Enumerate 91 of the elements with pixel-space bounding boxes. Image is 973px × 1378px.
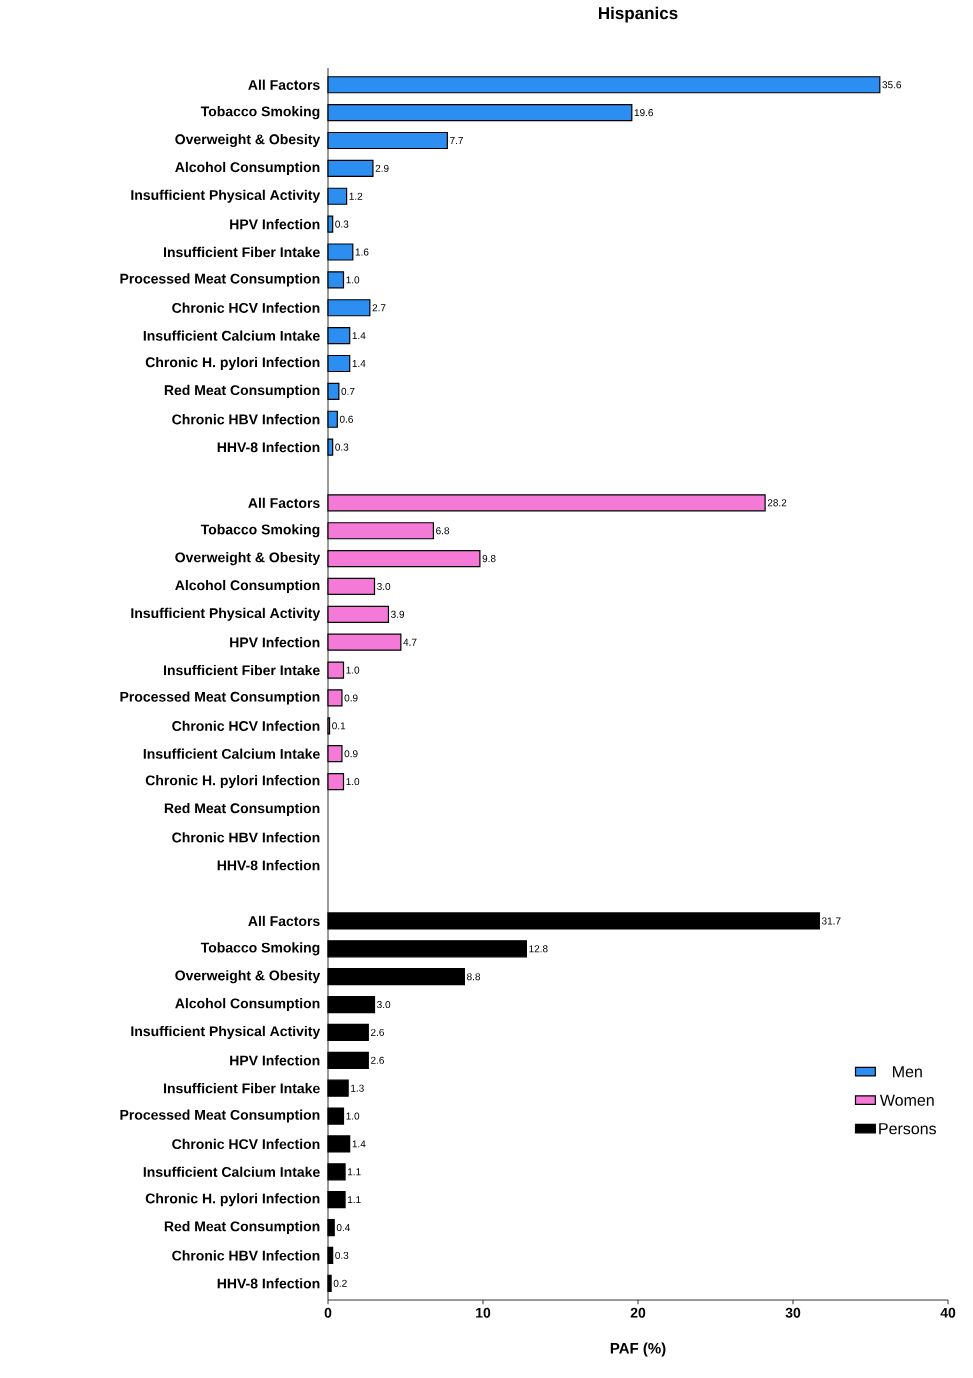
data-label: 6.8 [436, 527, 450, 535]
data-label: 1.0 [346, 1112, 360, 1120]
y-tick-label: Chronic HBV Infection [172, 414, 320, 425]
y-tick-label: Insufficient Fiber Intake [164, 664, 320, 676]
y-tick-label: HHV-8 Infection [217, 860, 320, 871]
data-label: 1.6 [355, 248, 369, 256]
x-tick-label: 20 [630, 1307, 646, 1318]
y-tick-label: Insufficient Calcium Intake [143, 330, 320, 341]
data-label: 0.9 [344, 750, 358, 758]
data-label: 3.0 [377, 582, 391, 591]
data-label: 8.8 [467, 973, 481, 981]
y-tick-label: HHV-8 Infection [217, 441, 320, 453]
y-tick-label: Alcohol Consumption [175, 579, 320, 593]
y-tick-label: Chronic HCV Infection [172, 720, 320, 731]
data-label: 19.6 [634, 109, 654, 117]
y-tick-label: Red Meat Consumption [164, 1221, 320, 1235]
data-label: 2.7 [372, 304, 386, 312]
y-tick-label: Chronic HCV Infection [172, 302, 320, 313]
x-axis-title: PAF (%) [610, 1342, 666, 1357]
data-label: 2.9 [375, 164, 389, 172]
data-label: 31.7 [821, 917, 841, 925]
y-tick-label: Overweight & Obesity [175, 970, 321, 984]
legend-label: Women [879, 1094, 934, 1106]
y-tick-label: Insufficient Physical Activity [131, 607, 321, 621]
data-label: 1.0 [346, 276, 360, 284]
data-label: 4.7 [403, 638, 417, 646]
data-label: 0.1 [332, 722, 346, 730]
data-label: 2.6 [371, 1056, 384, 1064]
y-tick-label: Tobacco Smoking [200, 942, 320, 956]
y-tick-label: Insufficient Calcium Intake [143, 748, 320, 759]
y-tick-label: All Factors [248, 915, 320, 927]
y-tick-label: HPV Infection [230, 1055, 320, 1066]
y-tick-label: Chronic H. pylori Infection [145, 1193, 320, 1207]
data-label: 0.4 [336, 1224, 351, 1232]
y-tick-label: Tobacco Smoking [200, 524, 320, 538]
y-tick-label: Chronic H. pylori Infection [145, 356, 320, 371]
y-tick-label: Chronic HCV Infection [172, 1138, 320, 1150]
y-tick-label: Chronic H. pylori Infection [145, 775, 320, 789]
data-label: 1.4 [352, 360, 366, 367]
y-tick-label: Insufficient Fiber Intake [164, 1083, 320, 1094]
data-label: 7.7 [450, 137, 463, 144]
data-label: 1.1 [348, 1168, 361, 1176]
y-tick-label: Overweight & Obesity [175, 552, 321, 566]
y-tick-label: HPV Infection [230, 637, 320, 648]
y-tick-label: HPV Infection [230, 218, 320, 230]
y-tick-label: Tobacco Smoking [200, 106, 320, 120]
y-tick-label: Insufficient Fiber Intake [164, 246, 320, 258]
data-label: 0.7 [341, 387, 355, 395]
y-tick-label: Red Meat Consumption [164, 802, 320, 816]
y-tick-label: Insufficient Physical Activity [131, 1025, 321, 1039]
data-label: 1.3 [351, 1084, 364, 1092]
x-tick-label: 10 [476, 1307, 491, 1318]
y-tick-label: Alcohol Consumption [175, 998, 320, 1012]
chart-title: Hispanics [598, 6, 678, 23]
x-tick-label: 40 [940, 1307, 956, 1318]
y-tick-label: All Factors [248, 79, 320, 90]
data-label: 0.6 [339, 415, 353, 423]
y-tick-label: Chronic HBV Infection [172, 832, 320, 843]
y-tick-label: Insufficient Calcium Intake [143, 1166, 320, 1177]
data-label: 3.9 [391, 610, 405, 618]
y-tick-label: Processed Meat Consumption [120, 691, 320, 705]
data-label: 1.4 [352, 332, 366, 340]
data-label: 1.4 [352, 1140, 366, 1148]
data-label: 1.1 [348, 1196, 361, 1204]
legend-label: Men [893, 1066, 922, 1078]
y-tick-label: Red Meat Consumption [164, 384, 320, 398]
data-label: 0.3 [335, 1251, 349, 1259]
x-tick-label: 30 [785, 1307, 801, 1318]
data-label: 1.0 [346, 666, 360, 674]
y-tick-label: HHV-8 Infection [217, 1278, 320, 1289]
data-label: 0.3 [335, 443, 349, 451]
data-label: 0.2 [333, 1279, 347, 1287]
y-tick-label: Overweight & Obesity [175, 133, 321, 148]
data-label: 28.2 [767, 499, 787, 507]
data-label: 3.0 [377, 1001, 391, 1009]
y-tick-label: Processed Meat Consumption [120, 273, 320, 287]
y-tick-label: Chronic HBV Infection [172, 1250, 320, 1261]
y-tick-label: All Factors [248, 497, 320, 508]
data-label: 9.8 [482, 555, 496, 563]
data-label: 1.2 [349, 192, 363, 200]
data-label: 0.3 [335, 220, 349, 228]
y-tick-label: Alcohol Consumption [175, 161, 320, 175]
data-label: 0.9 [344, 694, 358, 702]
x-tick-label: 0 [324, 1307, 332, 1318]
y-tick-label: Insufficient Physical Activity [131, 189, 321, 203]
y-tick-label: Processed Meat Consumption [120, 1109, 320, 1123]
data-label: 35.6 [882, 81, 902, 89]
legend-label: Persons [879, 1123, 937, 1135]
data-label: 1.0 [346, 778, 360, 786]
data-label: 12.8 [529, 945, 548, 953]
data-label: 2.6 [371, 1028, 384, 1036]
